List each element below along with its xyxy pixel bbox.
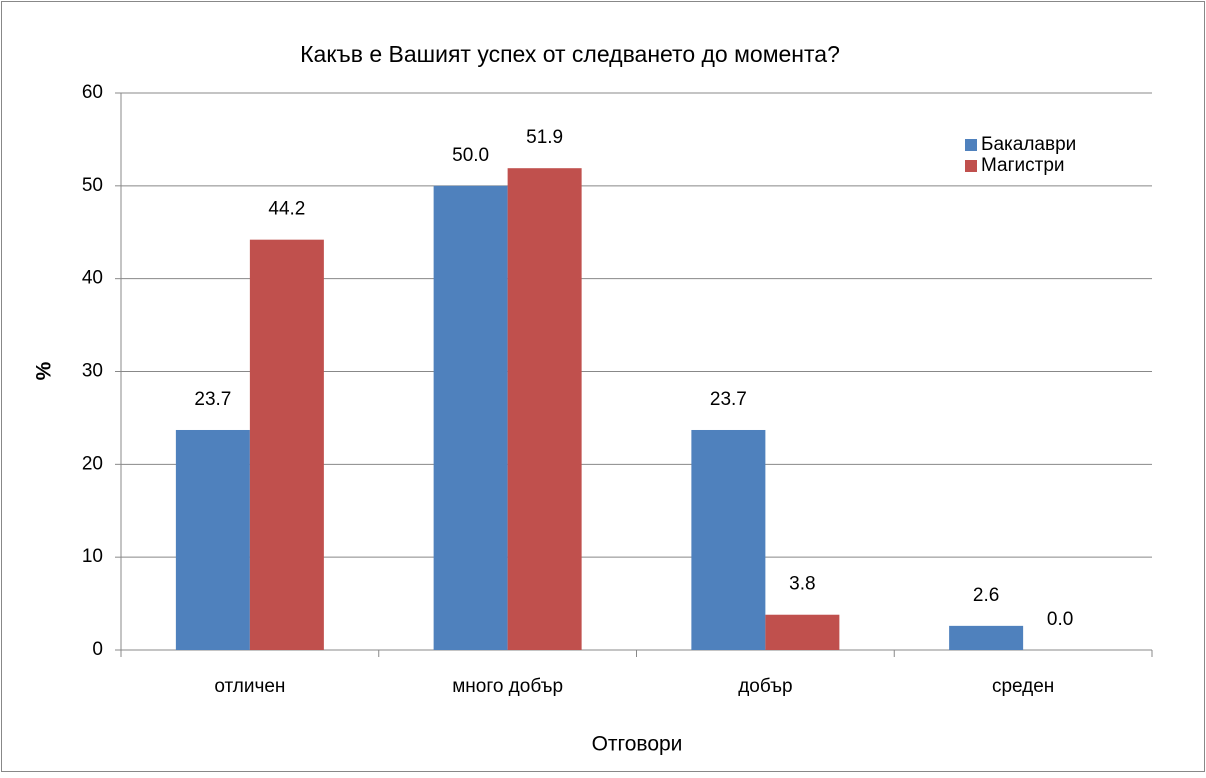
data-label: 3.8 [789,574,815,595]
y-tick-label: 40 [82,268,103,289]
y-tick-label: 0 [92,639,103,660]
y-tick-label: 10 [82,546,103,567]
bar [433,185,508,651]
y-axis-title: % [33,361,56,380]
data-label: 51.9 [526,127,563,148]
bar [691,429,766,650]
bar [765,614,840,650]
bar [249,239,324,650]
y-tick-label: 50 [82,175,103,196]
bar [949,625,1024,650]
data-label: 44.2 [268,199,305,220]
y-tick-label: 60 [82,82,103,103]
data-label: 23.7 [710,389,747,410]
x-tick-label: добър [738,676,792,697]
y-tick-label: 20 [82,453,103,474]
y-tick-label: 30 [82,361,103,382]
data-label: 23.7 [194,389,231,410]
x-tick-label: отличен [214,676,285,697]
chart-title: Какъв е Вашият успех от следването до мо… [300,41,840,67]
data-label: 0.0 [1047,609,1073,630]
data-label: 50.0 [452,145,489,166]
bar [507,168,582,650]
data-label: 2.6 [973,585,999,606]
legend-swatch [965,160,977,172]
legend-swatch [965,139,977,151]
x-tick-label: среден [992,676,1054,697]
legend-label: Бакалаври [981,134,1076,155]
legend-label: Магистри [981,155,1065,176]
x-axis-title: Отговори [592,733,683,756]
bar [175,429,250,650]
x-tick-label: много добър [452,676,563,697]
